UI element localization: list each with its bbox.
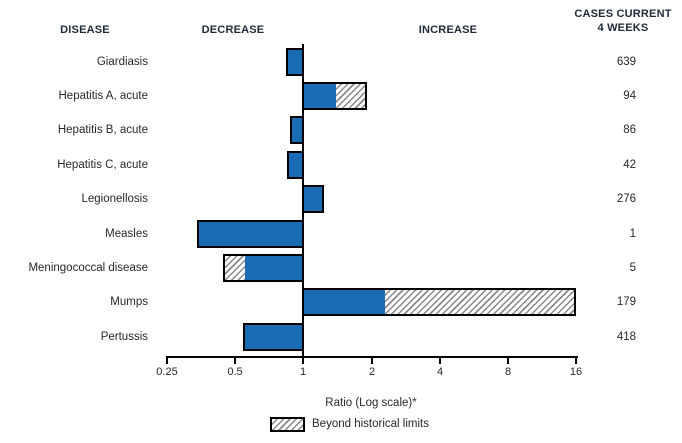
x-axis-tick xyxy=(439,357,441,364)
legend-label: Beyond historical limits xyxy=(312,418,429,430)
cases-value: 639 xyxy=(616,55,636,68)
column-header-decrease: DECREASE xyxy=(201,24,265,36)
cases-value: 86 xyxy=(623,124,636,137)
column-header-increase: INCREASE xyxy=(418,24,478,36)
cases-value: 276 xyxy=(616,193,636,206)
disease-label: Legionellosis xyxy=(81,193,149,206)
x-axis-tick-label: 1 xyxy=(299,366,307,378)
x-axis-tick-label: 0.5 xyxy=(227,366,243,378)
beyond-historical-limits-segment xyxy=(336,84,365,108)
x-axis-tick-label: 8 xyxy=(504,366,512,378)
cases-value: 1 xyxy=(629,227,636,240)
disease-label: Measles xyxy=(105,227,148,240)
x-axis-tick xyxy=(234,357,236,364)
cases-value: 179 xyxy=(616,296,636,309)
disease-label: Hepatitis B, acute xyxy=(57,124,148,137)
x-axis-tick xyxy=(302,357,304,364)
disease-label: Pertussis xyxy=(100,330,148,343)
x-axis-tick-label: 0.25 xyxy=(156,366,178,378)
beyond-historical-limits-segment xyxy=(225,256,245,280)
ratio-bar xyxy=(302,288,576,316)
column-header-disease: DISEASE xyxy=(60,24,110,36)
disease-label: Giardiasis xyxy=(96,55,148,68)
x-axis-tick-label: 4 xyxy=(436,366,444,378)
column-header-cases-line1: CASES CURRENT xyxy=(574,8,672,20)
ratio-bar xyxy=(302,82,367,110)
cases-value: 42 xyxy=(623,158,636,171)
cases-value: 5 xyxy=(629,261,636,274)
disease-label: Mumps xyxy=(110,296,148,309)
cases-value: 418 xyxy=(616,330,636,343)
disease-label: Hepatitis C, acute xyxy=(57,158,148,171)
x-axis-tick xyxy=(507,357,509,364)
x-axis-tick xyxy=(166,357,168,364)
column-header-cases-line2: 4 WEEKS xyxy=(597,22,649,34)
beyond-historical-limits-segment xyxy=(385,290,574,314)
ratio-bar xyxy=(243,323,304,351)
x-axis-tick-label: 2 xyxy=(368,366,376,378)
ratio-bar xyxy=(197,220,304,248)
column-header-cases: CASES CURRENT 4 WEEKS xyxy=(563,7,682,35)
x-axis-title: Ratio (Log scale)* xyxy=(325,397,417,409)
x-axis-tick xyxy=(575,357,577,364)
disease-label: Meningococcal disease xyxy=(28,261,148,274)
ratio-bar xyxy=(223,254,304,282)
ratio-bar xyxy=(302,185,324,213)
cases-value: 94 xyxy=(623,89,636,102)
x-axis-tick xyxy=(371,357,373,364)
legend-hatch-swatch xyxy=(270,417,305,432)
disease-label: Hepatitis A, acute xyxy=(58,89,149,102)
baseline-ratio-1 xyxy=(302,44,304,357)
x-axis-tick-label: 16 xyxy=(569,366,583,378)
